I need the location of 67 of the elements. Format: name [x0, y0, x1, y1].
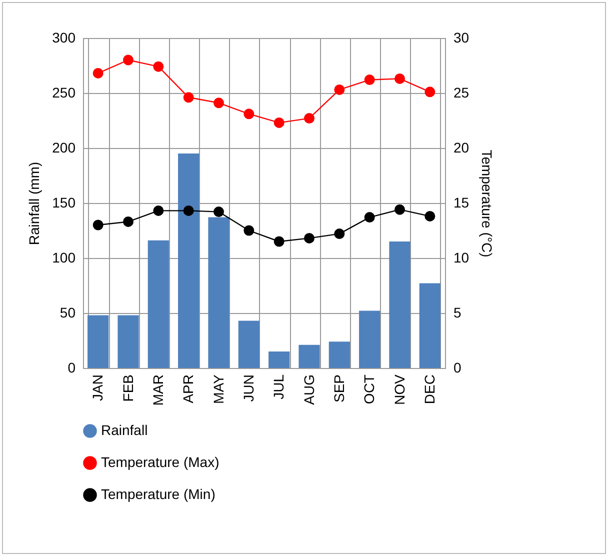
x-tick-label: DEC: [421, 374, 438, 404]
point: [92, 220, 104, 230]
point: [214, 98, 224, 108]
point: [183, 92, 194, 103]
y2-tick-label: 25: [454, 84, 470, 100]
bar: [238, 320, 260, 368]
bar: [389, 242, 410, 368]
x-tick-label: OCT: [361, 374, 378, 404]
bar: [178, 154, 200, 368]
point: [244, 108, 254, 120]
point: [334, 228, 345, 240]
point: [424, 86, 436, 98]
y-axis-title: Rainfall (mm): [26, 162, 42, 246]
x-tick-label: MAR: [150, 374, 166, 406]
x-tick-label: JUL: [270, 374, 287, 400]
legend-label: Temperature (Max): [101, 454, 220, 470]
point: [274, 117, 284, 128]
y-tick-label: 200: [52, 140, 76, 156]
x-tick-label: MAY: [210, 374, 226, 404]
x-tick-label: JAN: [90, 374, 106, 401]
point: [334, 84, 345, 95]
legend-label: Rainfall: [101, 422, 148, 438]
x-tick-label: APR: [180, 374, 196, 404]
point: [92, 68, 104, 78]
y2-axis-title: Temperature (°C): [479, 150, 496, 258]
bar: [118, 315, 139, 368]
y-tick-label: 150: [52, 194, 76, 210]
point: [183, 205, 194, 216]
point: [304, 232, 314, 244]
bar: [268, 352, 290, 368]
point: [364, 74, 375, 86]
y2-tick-label: 0: [454, 360, 462, 376]
bar: [359, 310, 380, 368]
bar: [148, 240, 169, 368]
x-tick-label: AUG: [300, 374, 317, 405]
bar: [298, 344, 320, 368]
point: [123, 54, 134, 66]
point: [424, 210, 436, 222]
y2-tick-label: 5: [454, 304, 462, 320]
y-tick-label: 250: [52, 84, 76, 100]
x-tick-label: FEB: [120, 374, 136, 402]
point: [304, 113, 314, 124]
x-tick-label: NOV: [391, 374, 408, 405]
y-tick-label: 300: [52, 30, 76, 46]
point: [394, 73, 405, 84]
x-tick-label: SEP: [330, 374, 347, 403]
y2-tick-label: 15: [454, 194, 470, 210]
y2-tick-label: 20: [454, 140, 470, 156]
y2-tick-label: 10: [454, 250, 470, 266]
point: [153, 205, 164, 216]
point: [274, 236, 284, 247]
point: [153, 61, 164, 72]
point: [364, 212, 375, 223]
point: [214, 206, 224, 218]
y-tick-label: 0: [68, 360, 76, 376]
point: [123, 216, 134, 227]
y-tick-label: 100: [52, 250, 76, 266]
bar: [88, 315, 109, 368]
x-tick-label: JUN: [240, 374, 256, 402]
point: [394, 204, 405, 215]
bar: [208, 217, 230, 368]
bar: [419, 283, 440, 368]
bar: [328, 342, 350, 368]
point: [244, 225, 254, 236]
y-tick-label: 50: [60, 304, 76, 320]
legend-label: Temperature (Min): [101, 486, 216, 502]
y2-tick-label: 30: [454, 30, 470, 46]
